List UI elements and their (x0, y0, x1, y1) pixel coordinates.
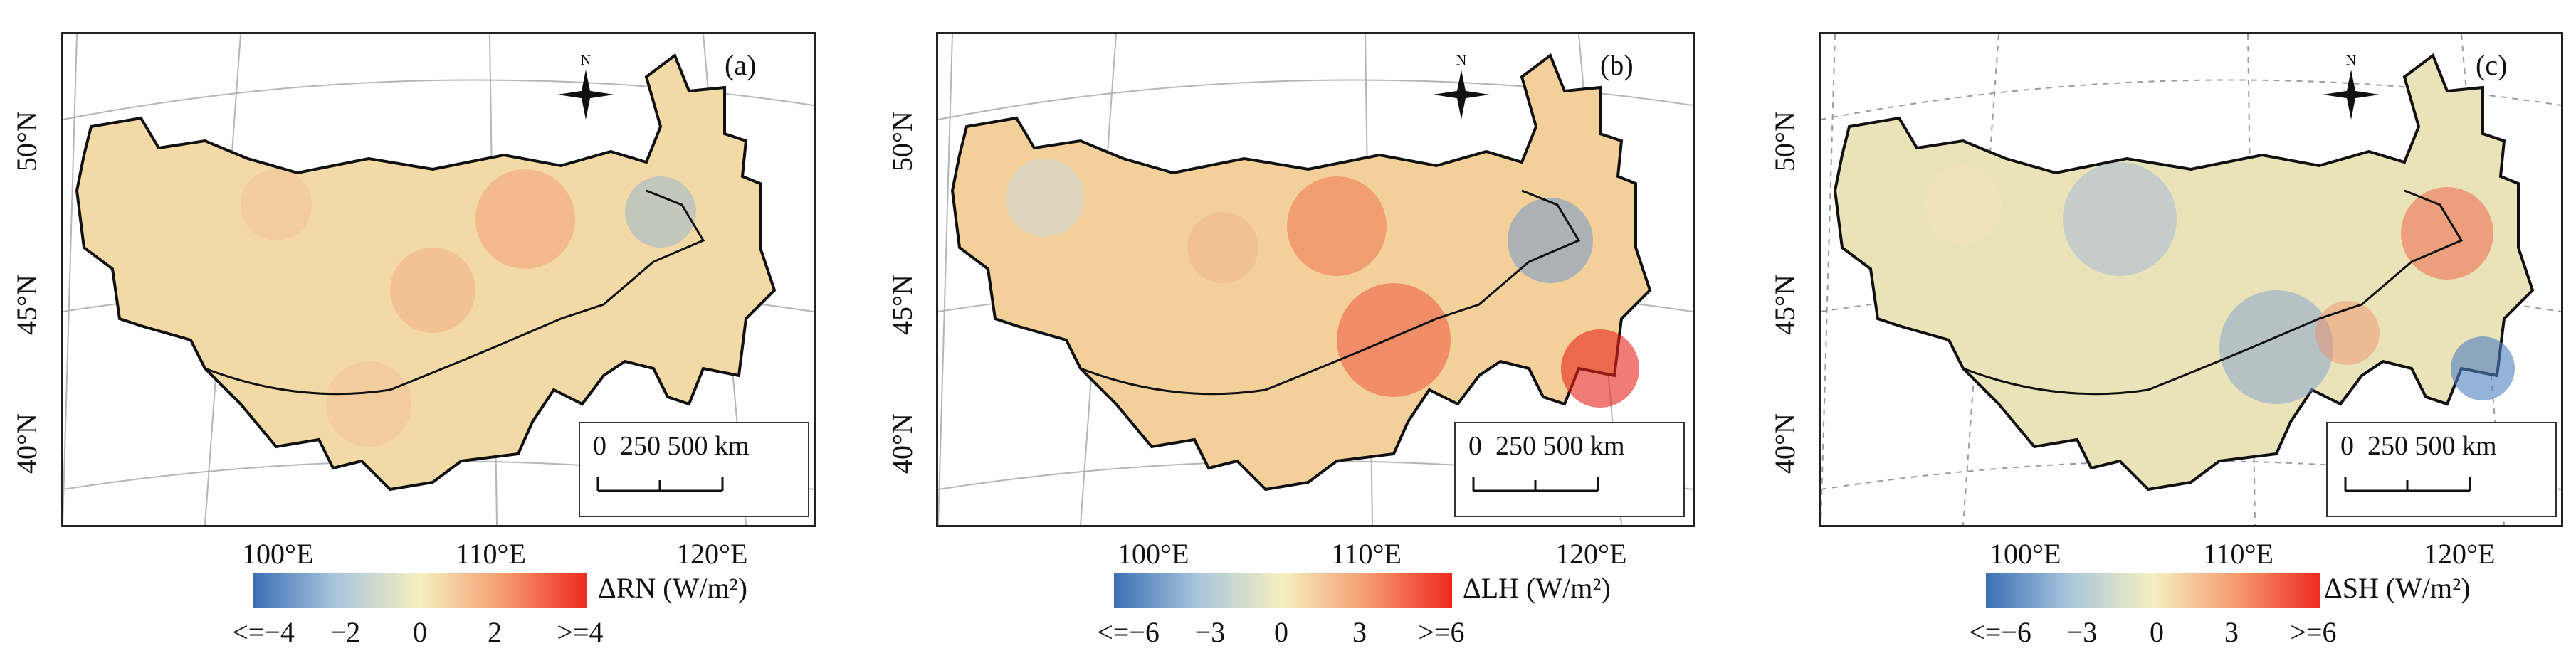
scale-end: 500 (1542, 431, 1584, 461)
north-letter: N (1456, 53, 1466, 68)
lon-label-110e: 110°E (2203, 538, 2273, 570)
lat-label-40n: 40°N (1768, 413, 1801, 474)
north-letter: N (581, 53, 591, 68)
lat-label-45n: 45°N (1768, 275, 1801, 335)
colorbar-a (253, 573, 587, 608)
scale-numbers-b: 0 250 500 km (1468, 430, 1625, 462)
colorbar-tick: >=6 (2290, 616, 2337, 648)
scale-unit: km (715, 431, 750, 461)
panel-label-c: (c) (2476, 49, 2508, 81)
colorbar-tick: 0 (413, 616, 427, 648)
lat-label-50n: 50°N (1768, 111, 1801, 171)
scale-bar-b: 0 250 500 km (1454, 422, 1685, 517)
scale-end: 500 (2414, 431, 2456, 461)
colorbar-tick: −3 (2066, 616, 2098, 648)
lon-label-120e: 120°E (676, 538, 748, 570)
lat-label-50n: 50°N (885, 111, 918, 171)
lon-label-120e: 120°E (1555, 538, 1627, 570)
colorbar-tick: <=−4 (232, 616, 295, 648)
colorbar-variable-b: ΔLH (1463, 572, 1520, 604)
study-region-a (75, 53, 777, 492)
scale-mid: 250 (1495, 431, 1536, 461)
scale-ruler-b (1472, 477, 1599, 492)
colorbar-title-a: ΔRN (W/m²) (598, 571, 747, 605)
scale-mid: 250 (2367, 431, 2408, 461)
lat-label-40n: 40°N (885, 413, 918, 474)
map-frame-c: (c) N 0 250 500 km (1819, 32, 2563, 527)
scale-unit: km (1590, 431, 1625, 461)
colorbar-tick: 3 (2224, 616, 2239, 648)
colorbar-tick: 2 (488, 616, 502, 648)
lon-label-100e: 100°E (1989, 538, 2061, 570)
scale-zero: 0 (1468, 431, 1482, 461)
subregion-boundary-a (204, 189, 705, 396)
lat-label-40n: 40°N (10, 413, 43, 474)
colorbar-c (1986, 573, 2320, 608)
colorbar-title-c: ΔSH (W/m²) (2324, 571, 2470, 605)
colorbar-unit-b: (W/m²) (1526, 572, 1611, 604)
map-panel-a: 50°N 45°N 40°N (a) (0, 0, 854, 658)
scale-numbers-c: 0 250 500 km (2340, 430, 2497, 462)
colorbar-b (1114, 573, 1452, 608)
colorbar-variable-c: ΔSH (2324, 572, 2379, 604)
lat-label-45n: 45°N (10, 275, 43, 335)
texture-a (241, 169, 696, 447)
colorbar-tick: <=−6 (1969, 616, 2031, 648)
panel-label-b: (b) (1600, 49, 1634, 81)
colorbar-tick: 0 (2150, 616, 2164, 648)
lon-label-120e: 120°E (2424, 538, 2496, 570)
colorbar-title-b: ΔLH (W/m²) (1463, 571, 1611, 605)
map-panel-c: 50°N 45°N 40°N (c) (1758, 0, 2576, 658)
colorbar-variable-a: ΔRN (598, 572, 656, 604)
lon-label-100e: 100°E (242, 538, 314, 570)
colorbar-tick: −2 (330, 616, 361, 648)
colorbar-tick: >=6 (1418, 616, 1465, 648)
scale-end: 500 (667, 431, 708, 461)
colorbar-tick: <=−6 (1097, 616, 1160, 648)
study-region-c (1833, 53, 2535, 492)
lon-label-110e: 110°E (1331, 538, 1402, 570)
map-canvas-b (938, 34, 1693, 525)
colorbar-unit-a: (W/m²) (663, 572, 747, 604)
map-panel-b: 50°N 45°N 40°N (b) (876, 0, 1737, 658)
scale-ruler-c (2344, 477, 2471, 492)
scale-ruler-a (596, 477, 724, 492)
colorbar-tick: >=4 (557, 616, 604, 648)
lon-label-100e: 100°E (1118, 538, 1189, 570)
subregion-boundary-b (1080, 189, 1581, 396)
scale-mid: 250 (620, 431, 661, 461)
map-frame-a: (a) N 0 250 500 km (61, 32, 816, 527)
colorbar-tick: 3 (1352, 616, 1367, 648)
lat-label-45n: 45°N (885, 275, 918, 335)
map-canvas-c (1821, 34, 2561, 525)
lon-label-110e: 110°E (456, 538, 526, 570)
lat-label-50n: 50°N (10, 111, 43, 171)
subregion-boundary-c (1962, 189, 2464, 396)
colorbar-tick: −3 (1194, 616, 1226, 648)
map-frame-b: (b) N 0 250 500 km (936, 32, 1695, 527)
scale-zero: 0 (2340, 431, 2354, 461)
scale-zero: 0 (593, 431, 606, 461)
north-letter: N (2346, 53, 2356, 68)
scale-numbers-a: 0 250 500 km (593, 430, 750, 462)
scale-unit: km (2462, 431, 2497, 461)
colorbar-tick: 0 (1274, 616, 1288, 648)
scale-bar-a: 0 250 500 km (579, 422, 809, 517)
colorbar-unit-c: (W/m²) (2385, 572, 2471, 604)
panel-label-a: (a) (725, 49, 757, 81)
map-canvas-a (63, 34, 814, 525)
texture-c (1924, 162, 2515, 404)
scale-bar-c: 0 250 500 km (2326, 422, 2557, 517)
